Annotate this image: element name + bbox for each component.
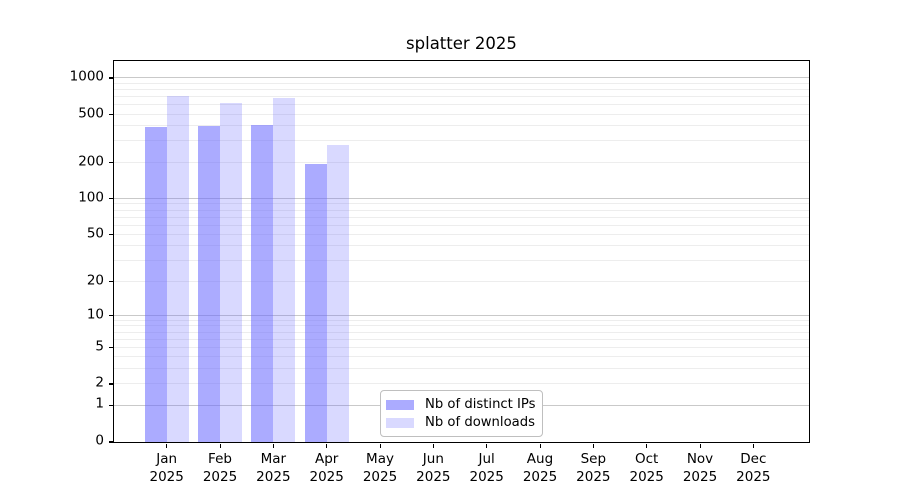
x-tick-mark [752,443,755,448]
y-tick-mark [108,404,113,406]
x-tick-label: Nov 2025 [682,451,718,485]
legend: Nb of distinct IPs Nb of downloads [380,390,543,437]
x-tick-label: Jan 2025 [149,451,184,485]
y-tick-label: 1 [95,395,104,412]
x-tick-mark [699,443,701,448]
y-tick-mark [108,346,113,349]
gridline-minor [114,82,809,84]
bar-distinct-ips-jan [144,127,167,442]
gridline-minor [114,203,809,205]
x-tick-label: May 2025 [362,451,398,485]
x-tick-label: Jul 2025 [469,451,504,485]
x-tick-label: Mar 2025 [256,451,291,485]
legend-label-distinct-ips: Nb of distinct IPs [425,396,536,412]
gridline-minor [114,125,809,127]
legend-swatch-distinct-ips [386,399,414,410]
gridline-minor [114,383,809,385]
x-tick-mark [486,443,488,448]
gridline-minor [114,280,809,282]
x-tick-label: Oct 2025 [629,451,664,485]
gridline-minor [114,209,809,211]
gridline-minor [114,104,809,106]
y-tick-mark [108,113,113,116]
bar-distinct-ips-feb [198,126,221,442]
x-tick-label: Apr 2025 [309,451,344,485]
x-tick-mark [646,443,648,448]
gridline-minor [114,216,809,218]
x-tick-mark [219,443,221,448]
bar-downloads-mar [273,97,296,442]
x-tick-label: Dec 2025 [736,451,771,485]
gridline-minor [114,368,809,369]
y-tick-label: 100 [78,189,104,206]
gridline-minor [114,95,809,97]
y-tick-label: 500 [78,104,104,121]
y-tick-mark [108,441,113,443]
x-tick-mark [432,443,435,448]
y-tick-label: 200 [78,152,104,169]
x-tick-mark [592,443,595,448]
x-tick-label: Jun 2025 [416,451,451,485]
gridline-minor [114,161,809,163]
plot-area: 0 1 2 5 10 20 50 100 200 500 1000 Jan 2025 Feb 2025 Mar… [70,60,810,485]
x-tick-label: Feb 2025 [202,451,238,485]
gridline-minor [114,245,809,247]
x-tick-label: Sep 2025 [576,451,611,485]
gridline-minor [114,140,809,142]
x-tick-mark [539,443,541,448]
y-tick-mark [108,77,113,79]
y-tick-label: 2 [95,374,104,391]
bar-downloads-jan [166,95,189,442]
y-tick-label: 5 [95,337,104,354]
x-tick-label: Aug 2025 [522,451,558,485]
gridline-minor [114,88,809,90]
y-tick-label: 1000 [69,68,104,85]
gridline-minor [114,338,809,340]
bar-distinct-ips-mar [251,125,274,442]
x-tick-mark [326,443,328,448]
y-tick-label: 20 [86,271,104,288]
gridline-minor [114,113,809,115]
legend-swatch-downloads [386,417,414,428]
chart-title: splatter 2025 [406,34,517,53]
legend-row-distinct-ips: Nb of distinct IPs [386,396,536,412]
y-tick-label: 50 [86,225,104,242]
gridline-minor [114,260,809,262]
y-tick-label: 10 [86,305,104,322]
gridline-minor [114,356,809,358]
x-tick-mark [166,443,168,448]
legend-label-downloads: Nb of downloads [425,414,535,430]
x-tick-mark [272,443,275,448]
gridline-major [114,197,809,199]
y-tick-mark [108,198,113,200]
gridline-minor [114,224,809,226]
y-tick-mark [108,383,113,385]
y-tick-mark [108,161,113,164]
legend-row-downloads: Nb of downloads [386,414,535,430]
gridline-minor [114,346,809,348]
y-tick-label: 0 [95,432,104,449]
gridline-minor [114,319,809,321]
gridline-minor [114,325,809,327]
y-tick-mark [108,280,113,283]
gridline-major [114,314,809,316]
gridline-major [114,77,809,79]
bar-downloads-apr [326,145,349,442]
gridline-minor [114,233,809,235]
gridline-minor [114,331,809,333]
x-tick-mark [379,443,381,448]
bar-distinct-ips-apr [304,163,327,442]
y-tick-mark [108,234,113,236]
bar-downloads-feb [220,103,243,442]
y-tick-mark [108,314,113,317]
